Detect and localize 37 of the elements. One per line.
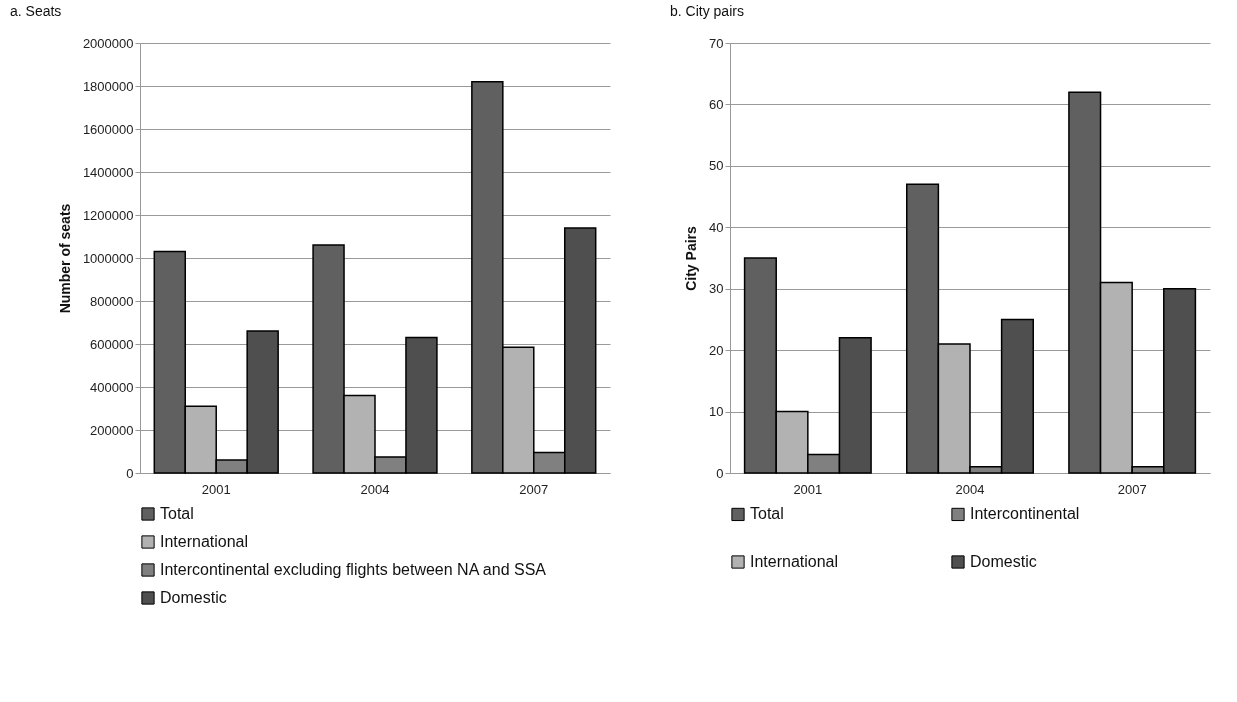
x-tick-label: 2007: [1117, 481, 1147, 497]
y-tick-label: 600000: [90, 336, 134, 352]
legend-label: Domestic: [970, 553, 1037, 570]
y-tick-label: 400000: [90, 379, 134, 395]
y-tick-label: 1400000: [82, 164, 134, 180]
legend-label: International: [750, 553, 839, 570]
y-tick-label: 1800000: [82, 78, 134, 94]
y-tick-label: 60: [709, 96, 724, 112]
x-tick-label: 2001: [793, 481, 823, 497]
y-tick-label: 1600000: [82, 121, 134, 137]
y-tick-label: 50: [709, 158, 724, 174]
legend-label: Intercontinental excluding flights between NA and SSA: [160, 561, 547, 578]
y-tick-label: 0: [126, 465, 134, 481]
x-tick-label: 2004: [360, 481, 390, 497]
y-tick-label: 1200000: [82, 207, 134, 223]
y-tick-label: 20: [709, 342, 724, 358]
legend-label: Total: [750, 505, 784, 523]
y-tick-label: 1000000: [82, 250, 134, 266]
y-tick-label: 800000: [90, 293, 134, 309]
legend-label: Total: [160, 505, 194, 522]
legend-label: International: [160, 533, 249, 550]
x-tick-label: 2004: [955, 481, 985, 497]
legend-label: Intercontinental: [970, 505, 1080, 523]
x-tick-label: 2001: [201, 481, 231, 497]
chart-title: a. Seats: [10, 3, 62, 19]
y-tick-label: 40: [709, 219, 724, 235]
y-tick-label: 70: [709, 35, 724, 51]
y-tick-label: 200000: [90, 422, 134, 438]
y-tick-label: 2000000: [82, 35, 134, 51]
legend-label: Domestic: [160, 589, 227, 606]
y-axis-title: Number of seats: [56, 203, 73, 314]
x-tick-label: 2007: [519, 481, 549, 497]
y-tick-label: 30: [709, 281, 724, 297]
y-axis-title: City Pairs: [683, 226, 700, 291]
y-tick-label: 0: [716, 465, 724, 481]
chart-title: b. City pairs: [670, 3, 744, 19]
y-tick-label: 10: [709, 404, 724, 420]
